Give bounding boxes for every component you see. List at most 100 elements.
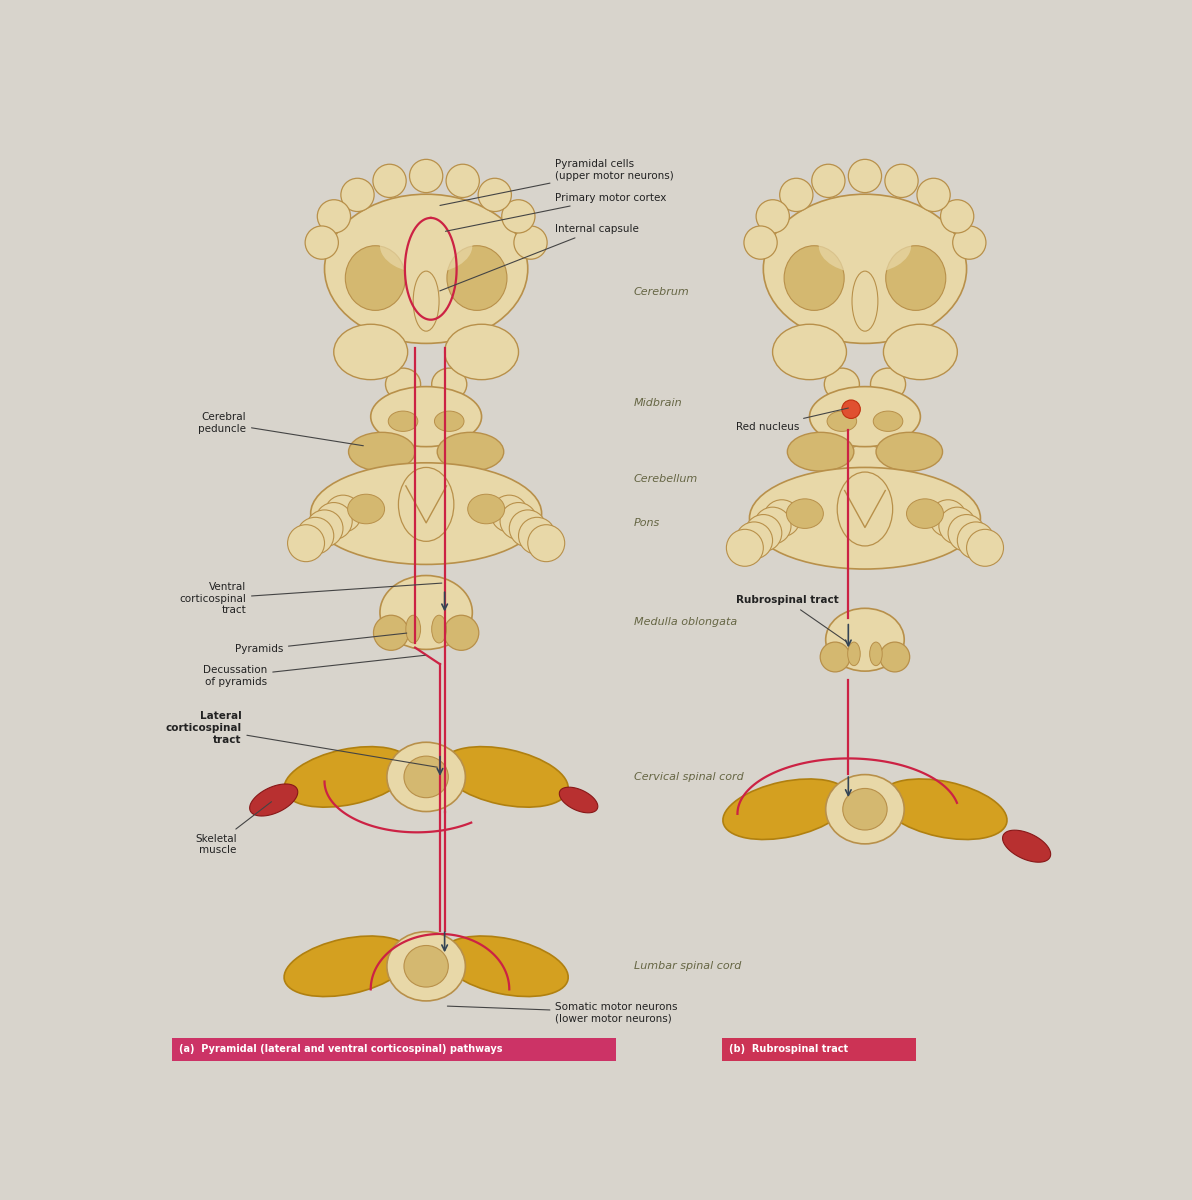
Ellipse shape	[348, 494, 385, 523]
Ellipse shape	[820, 642, 850, 672]
Circle shape	[967, 529, 1004, 566]
Ellipse shape	[311, 463, 541, 564]
Ellipse shape	[380, 576, 472, 649]
Ellipse shape	[874, 412, 902, 432]
Circle shape	[305, 226, 339, 259]
Ellipse shape	[827, 412, 857, 432]
Circle shape	[763, 499, 800, 536]
Circle shape	[780, 179, 813, 211]
Ellipse shape	[284, 746, 411, 808]
Text: Medulla oblongata: Medulla oblongata	[634, 617, 737, 626]
Ellipse shape	[380, 218, 472, 274]
Text: Lumbar spinal cord: Lumbar spinal cord	[634, 961, 741, 971]
Circle shape	[917, 179, 950, 211]
Text: (a)  Pyramidal (lateral and ventral corticospinal) pathways: (a) Pyramidal (lateral and ventral corti…	[180, 1044, 503, 1055]
Circle shape	[519, 517, 555, 554]
Text: Midbrain: Midbrain	[634, 397, 683, 408]
Ellipse shape	[371, 386, 482, 446]
Ellipse shape	[346, 246, 405, 311]
Circle shape	[410, 160, 442, 192]
Ellipse shape	[445, 324, 519, 379]
Text: Internal capsule: Internal capsule	[440, 224, 639, 290]
Circle shape	[373, 164, 406, 198]
Text: Pyramidal cells
(upper motor neurons): Pyramidal cells (upper motor neurons)	[440, 160, 675, 205]
Ellipse shape	[763, 194, 967, 343]
Ellipse shape	[809, 386, 920, 446]
Ellipse shape	[389, 412, 418, 432]
Ellipse shape	[826, 608, 905, 671]
Circle shape	[755, 508, 791, 544]
Polygon shape	[1002, 830, 1050, 863]
Ellipse shape	[852, 271, 877, 331]
Text: Red nucleus: Red nucleus	[735, 408, 849, 432]
Ellipse shape	[398, 468, 454, 541]
Ellipse shape	[837, 472, 893, 546]
Ellipse shape	[414, 271, 439, 331]
Circle shape	[957, 522, 994, 559]
Circle shape	[324, 496, 361, 532]
Ellipse shape	[880, 779, 1007, 840]
Ellipse shape	[826, 774, 905, 844]
Circle shape	[849, 160, 882, 192]
Ellipse shape	[432, 368, 467, 401]
Ellipse shape	[441, 746, 569, 808]
FancyBboxPatch shape	[721, 1038, 915, 1061]
Ellipse shape	[880, 642, 909, 672]
Ellipse shape	[432, 616, 447, 643]
Ellipse shape	[348, 432, 415, 472]
Ellipse shape	[772, 324, 846, 379]
Ellipse shape	[787, 499, 824, 528]
Ellipse shape	[834, 445, 895, 490]
Ellipse shape	[886, 246, 945, 311]
Circle shape	[756, 199, 789, 233]
Circle shape	[940, 199, 974, 233]
Text: Primary motor cortex: Primary motor cortex	[446, 193, 666, 232]
Ellipse shape	[405, 616, 421, 643]
Circle shape	[812, 164, 845, 198]
Text: Cerebral
peduncle: Cerebral peduncle	[198, 413, 364, 445]
Ellipse shape	[876, 432, 943, 472]
Ellipse shape	[784, 246, 844, 311]
Text: Cerebrum: Cerebrum	[634, 287, 690, 296]
Ellipse shape	[883, 324, 957, 379]
Ellipse shape	[373, 616, 409, 650]
FancyBboxPatch shape	[172, 1038, 615, 1061]
Circle shape	[842, 400, 861, 419]
Circle shape	[499, 503, 536, 540]
Text: Skeletal
muscle: Skeletal muscle	[195, 802, 272, 856]
Circle shape	[726, 529, 763, 566]
Circle shape	[502, 199, 535, 233]
Ellipse shape	[441, 936, 569, 996]
Ellipse shape	[443, 616, 479, 650]
Ellipse shape	[334, 324, 408, 379]
Circle shape	[948, 515, 985, 552]
Ellipse shape	[434, 412, 464, 432]
Circle shape	[478, 179, 511, 211]
Text: Ventral
corticospinal
tract: Ventral corticospinal tract	[179, 582, 442, 616]
Circle shape	[446, 164, 479, 198]
Ellipse shape	[870, 368, 906, 401]
Ellipse shape	[437, 432, 504, 472]
Circle shape	[884, 164, 918, 198]
Circle shape	[735, 522, 772, 559]
Ellipse shape	[324, 194, 528, 343]
Polygon shape	[559, 787, 598, 812]
Ellipse shape	[843, 788, 887, 830]
Circle shape	[341, 179, 374, 211]
Ellipse shape	[722, 779, 850, 840]
Ellipse shape	[387, 743, 465, 811]
Circle shape	[528, 524, 565, 562]
Ellipse shape	[404, 946, 448, 988]
Text: Cerebellum: Cerebellum	[634, 474, 699, 484]
Circle shape	[491, 496, 528, 532]
Text: Pyramids: Pyramids	[235, 634, 406, 654]
Circle shape	[317, 199, 350, 233]
Ellipse shape	[467, 494, 504, 523]
Circle shape	[287, 524, 324, 562]
Ellipse shape	[284, 936, 411, 996]
Polygon shape	[249, 784, 298, 816]
Circle shape	[315, 503, 353, 540]
Ellipse shape	[404, 756, 448, 798]
Text: Pons: Pons	[634, 518, 660, 528]
Ellipse shape	[848, 642, 861, 666]
